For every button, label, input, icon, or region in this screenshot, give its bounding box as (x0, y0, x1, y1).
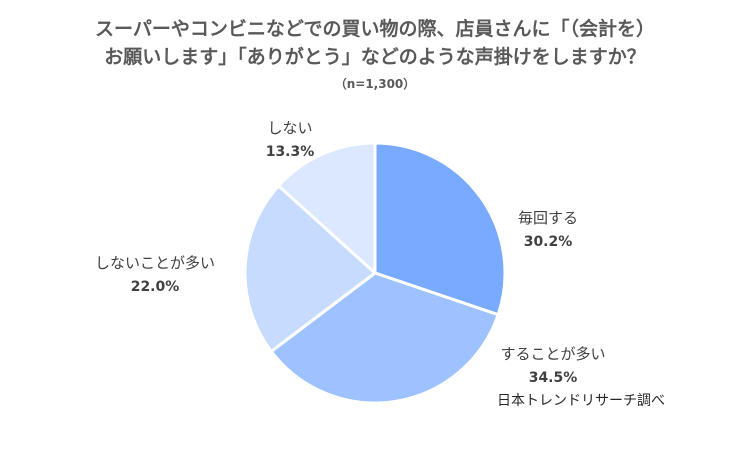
slice-label-name: 毎回する (517, 209, 578, 227)
slice-label-shinai: しない 13.3% (255, 116, 325, 164)
slice-label-value: 34.5% (528, 370, 578, 386)
chart-title-line-1: スーパーやコンビニなどでの買い物の際、店員さんに「（会計を） (95, 18, 655, 40)
slice-label-value: 13.3% (265, 144, 315, 160)
slice-label-shinai-koto-ga-ooi: しないことが多い 22.0% (95, 251, 215, 299)
slice-label-name: しないことが多い (95, 254, 216, 272)
pie-slice-3 (243, 184, 377, 353)
pie-slice-2 (269, 271, 500, 405)
slice-label-value: 30.2% (523, 234, 573, 250)
source-credit: 日本トレンドリサーチ調べ (497, 393, 665, 409)
chart-title-line-2: お願いします」「ありがとう」などのような声掛けをしますか？ (104, 46, 646, 68)
slice-label-value: 22.0% (130, 279, 180, 295)
pie-slice-4 (277, 141, 377, 275)
slice-label-maikai-suru: 毎回する 30.2% (503, 206, 593, 254)
sample-size-note: （n=1,300） (334, 77, 416, 91)
slice-label-name: しない (267, 119, 313, 137)
pie-slice-1 (373, 141, 507, 317)
slice-label-name: することが多い (500, 345, 606, 363)
slice-label-suru-koto-ga-ooi: することが多い 34.5% (488, 342, 618, 390)
